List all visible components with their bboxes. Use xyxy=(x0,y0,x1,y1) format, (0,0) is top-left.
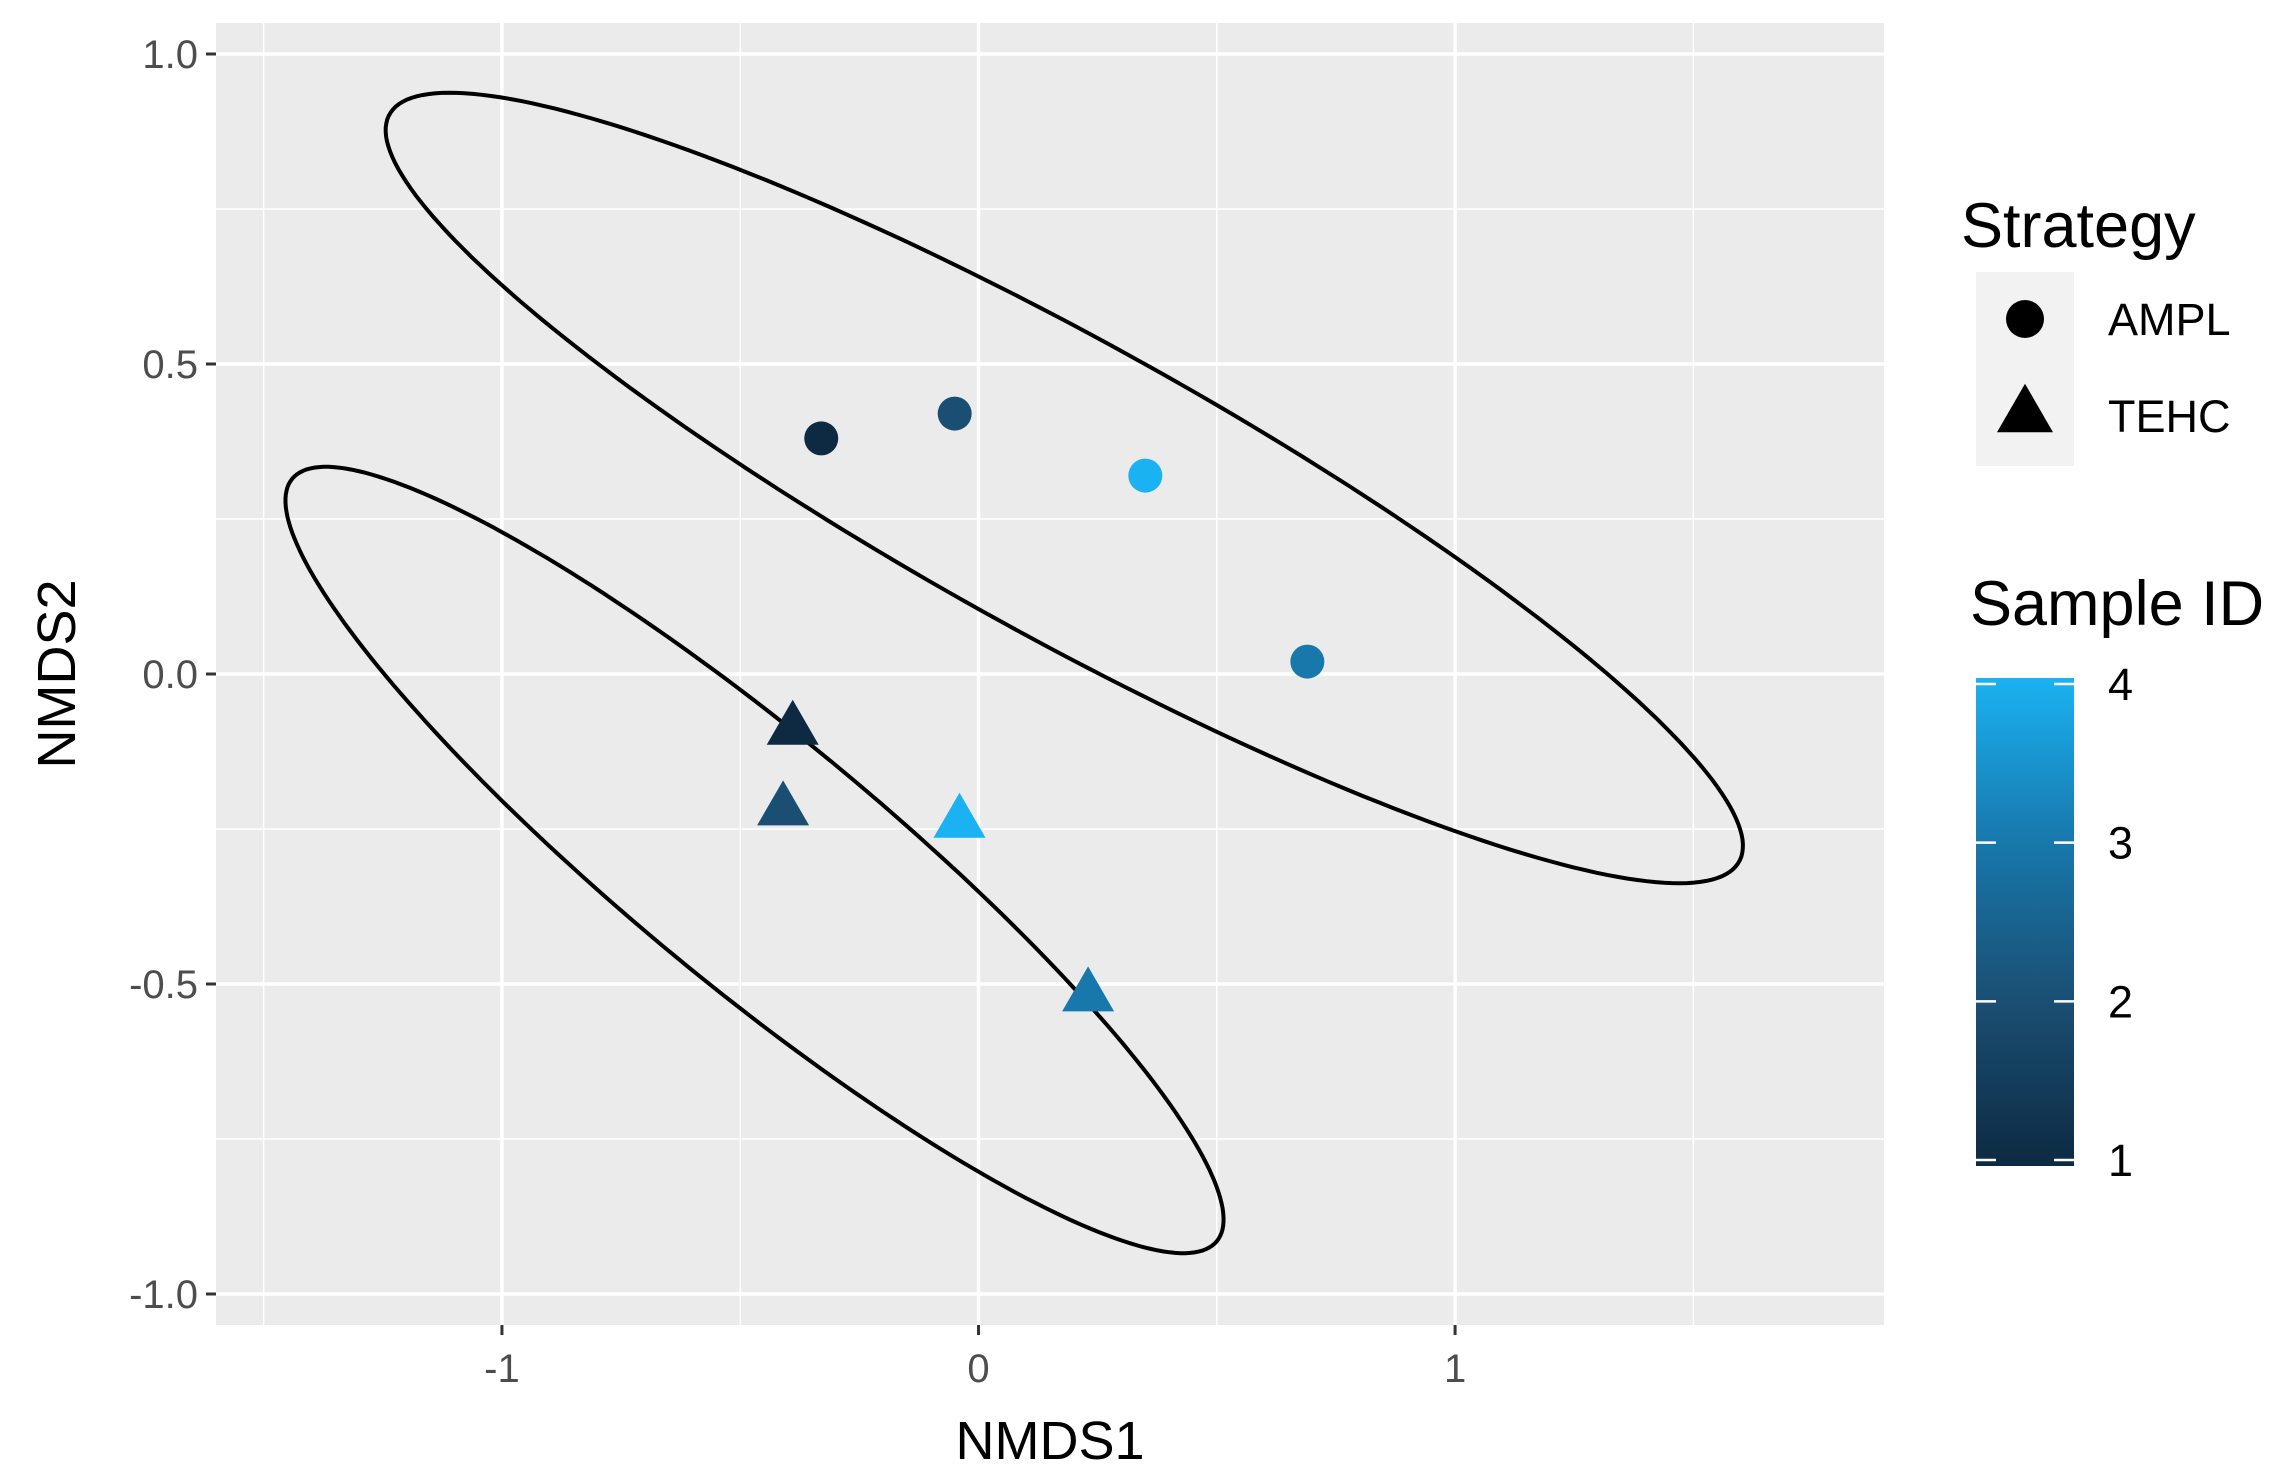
legend-colorbar-title: Sample ID xyxy=(1970,569,2264,639)
major-gridlines xyxy=(216,23,1884,1325)
legend-circle-symbol xyxy=(2006,300,2044,338)
point-ampl-1 xyxy=(804,421,839,456)
y-tick-label: 1.0 xyxy=(142,33,198,77)
legend-strategy-label: AMPL xyxy=(2108,294,2231,345)
point-ampl-2 xyxy=(937,396,972,431)
point-tehc-1 xyxy=(766,699,819,745)
ellipse-ampl xyxy=(383,90,1745,886)
ellipse-tehc xyxy=(283,464,1226,1256)
x-tick-label: 0 xyxy=(967,1347,989,1391)
y-tick-label: 0.0 xyxy=(142,653,198,697)
colorbar-tick-label: 2 xyxy=(2108,976,2133,1027)
colorbar-tick-label: 4 xyxy=(2108,659,2133,710)
legend-colorbar xyxy=(1976,678,2074,1166)
point-tehc-4 xyxy=(933,792,986,838)
legend-triangle-symbol xyxy=(1997,383,2053,433)
legend-strategy-items: AMPL TEHC xyxy=(1997,294,2231,442)
y-tick-label: -1.0 xyxy=(129,1273,198,1317)
y-tick-label: 0.5 xyxy=(142,343,198,387)
x-axis: -1 0 1 xyxy=(484,1325,1466,1391)
point-tehc-2 xyxy=(757,780,810,826)
legend-strategy-label: TEHC xyxy=(2108,391,2231,442)
y-axis: -1.0 -0.5 0.0 0.5 1.0 xyxy=(129,33,216,1317)
y-axis-title: NMDS2 xyxy=(27,579,87,768)
point-ampl-4 xyxy=(1128,458,1163,493)
colorbar-tick-label: 1 xyxy=(2108,1135,2133,1186)
confidence-ellipses xyxy=(283,90,1745,1256)
point-ampl-3 xyxy=(1290,644,1325,679)
legend-colorbar-ticks: 1 2 3 4 xyxy=(1976,659,2133,1186)
x-tick-label: -1 xyxy=(484,1347,520,1391)
x-tick-label: 1 xyxy=(1444,1347,1466,1391)
y-tick-label: -0.5 xyxy=(129,963,198,1007)
x-axis-title: NMDS1 xyxy=(955,1411,1144,1471)
colorbar-tick-label: 3 xyxy=(2108,818,2133,869)
data-points xyxy=(757,396,1325,1012)
point-tehc-3 xyxy=(1062,966,1115,1012)
legend-strategy-title: Strategy xyxy=(1961,191,2196,261)
